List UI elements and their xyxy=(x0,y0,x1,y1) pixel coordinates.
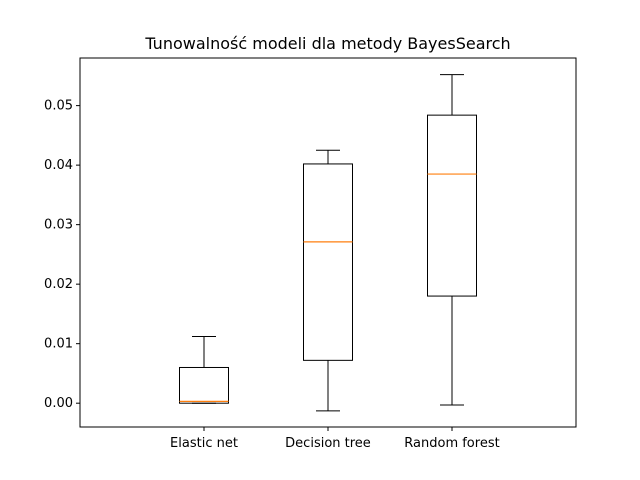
x-tick-label: Elastic net xyxy=(170,436,238,451)
iqr-box xyxy=(427,114,477,297)
x-axis: Elastic net Decision tree Random forest xyxy=(170,427,500,451)
box-elastic-net xyxy=(179,336,229,404)
boxes-group xyxy=(179,74,477,412)
iqr-box xyxy=(179,366,229,404)
y-tick-label: 0.05 xyxy=(44,99,73,114)
box-decision-tree xyxy=(303,149,353,412)
iqr-box xyxy=(303,163,353,361)
box-random-forest xyxy=(427,74,477,406)
x-tick-label: Random forest xyxy=(404,436,499,451)
y-tick-label: 0.02 xyxy=(44,277,73,292)
chart-title: Tunowalność modeli dla metody BayesSearc… xyxy=(144,34,510,53)
y-tick-label: 0.03 xyxy=(44,218,73,233)
y-tick-label: 0.00 xyxy=(44,396,73,411)
x-tick-label: Decision tree xyxy=(285,436,371,451)
y-tick-label: 0.04 xyxy=(44,158,73,173)
y-tick-label: 0.01 xyxy=(44,337,73,352)
y-axis: 0.00 0.01 0.02 0.03 0.04 0.05 xyxy=(44,99,80,411)
